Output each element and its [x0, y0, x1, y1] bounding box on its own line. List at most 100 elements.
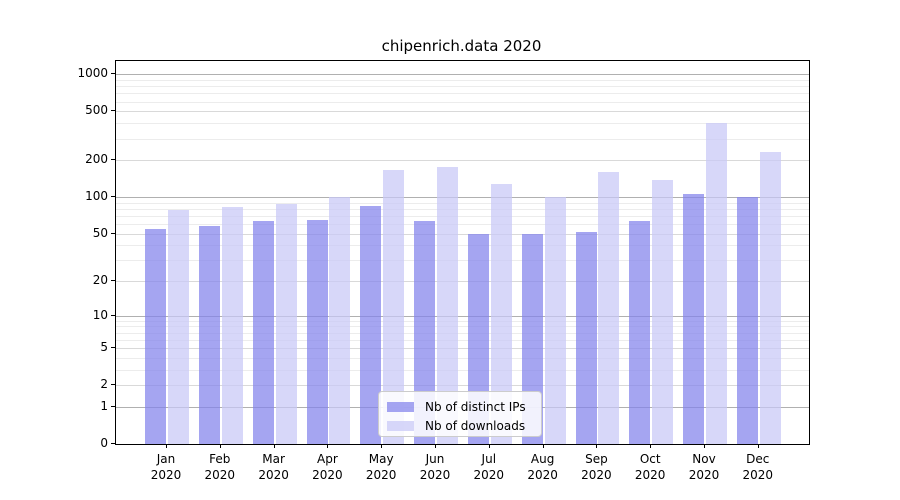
legend-label-distinct-ips: Nb of distinct IPs [425, 399, 526, 414]
gridline-900 [116, 79, 809, 81]
bar-distinct-ips-feb [198, 225, 220, 444]
y-tick-label-0: 0 [100, 436, 108, 450]
chart-title: chipenrich.data 2020 [381, 37, 542, 55]
y-tick-mark-2 [111, 384, 115, 386]
gridline-60 [116, 224, 809, 225]
y-tick-label-20: 20 [92, 273, 108, 288]
x-tick-label-nov: Nov 2020 [688, 452, 720, 482]
bar-downloads-dec [759, 152, 781, 444]
gridline-10 [116, 315, 809, 317]
x-tick-label-may: May 2020 [365, 452, 397, 482]
x-tick-mark-oct [650, 444, 652, 448]
bar-distinct-ips-jan [145, 228, 167, 444]
gridline-8 [116, 326, 809, 328]
x-tick-mark-jan [166, 444, 167, 448]
bar-downloads-apr [329, 197, 351, 444]
y-tick-mark-50 [111, 232, 115, 234]
gridline-7 [116, 332, 809, 334]
legend-swatch-downloads [387, 420, 414, 431]
y-tick-mark-5 [111, 347, 115, 349]
bar-downloads-oct [652, 179, 674, 444]
x-tick-mark-jul [488, 444, 490, 448]
bar-distinct-ips-apr [306, 219, 328, 444]
gridline-100 [116, 197, 809, 198]
bar-downloads-jan [167, 210, 189, 444]
bar-downloads-aug [544, 197, 566, 444]
x-tick-mark-mar [273, 444, 275, 448]
bar-downloads-mar [275, 204, 297, 444]
gridline-300 [116, 138, 809, 140]
y-tick-label-5: 5 [100, 340, 108, 355]
y-tick-label-100: 100 [85, 189, 108, 203]
x-tick-mark-sep [596, 444, 598, 448]
x-tick-label-sep: Sep 2020 [581, 452, 612, 482]
y-tick-mark-0 [111, 443, 115, 444]
y-tick-mark-200 [111, 159, 115, 161]
gridline-1000 [116, 74, 809, 76]
y-tick-label-1000: 1000 [77, 66, 108, 81]
legend-row-distinct-ips: Nb of distinct IPs [387, 397, 533, 416]
bar-distinct-ips-may [360, 205, 382, 444]
y-tick-label-50: 50 [92, 225, 108, 240]
x-tick-mark-may [381, 444, 383, 448]
bar-distinct-ips-mar [252, 221, 274, 444]
gridline-800 [116, 86, 809, 88]
plot-area [115, 60, 810, 445]
legend-label-downloads: Nb of downloads [425, 418, 526, 433]
y-tick-mark-20 [111, 280, 115, 282]
y-tick-label-200: 200 [85, 152, 108, 167]
gridline-5 [116, 348, 809, 350]
bar-downloads-jun [436, 167, 458, 444]
x-tick-label-jul: Jul 2020 [473, 452, 505, 482]
y-tick-label-500: 500 [85, 103, 108, 118]
bar-distinct-ips-dec [736, 197, 758, 444]
bar-downloads-jul [490, 184, 512, 444]
gridline-70 [116, 215, 809, 217]
x-tick-mark-feb [219, 444, 221, 448]
gridline-80 [116, 208, 809, 210]
x-tick-label-jun: Jun 2020 [419, 452, 451, 482]
bar-distinct-ips-oct [629, 220, 651, 444]
gridline-700 [116, 93, 809, 95]
gridline-20 [116, 281, 809, 283]
x-tick-mark-dec [757, 444, 759, 448]
legend-row-downloads: Nb of downloads [387, 416, 533, 435]
x-tick-label-aug: Aug 2020 [527, 452, 558, 482]
gridline-40 [116, 245, 809, 247]
x-tick-label-feb: Feb 2020 [204, 452, 236, 482]
bar-downloads-sep [598, 172, 620, 444]
x-tick-mark-apr [327, 444, 329, 448]
y-tick-mark-10 [111, 314, 115, 316]
x-tick-label-jan: Jan 2020 [150, 452, 182, 482]
x-tick-label-dec: Dec 2020 [742, 452, 774, 482]
bar-downloads-nov [705, 123, 727, 444]
bar-distinct-ips-nov [683, 193, 705, 444]
y-tick-mark-1000 [111, 73, 115, 75]
x-tick-label-oct: Oct 2020 [634, 452, 666, 482]
bar-downloads-may [383, 170, 405, 444]
legend-swatch-distinct-ips [387, 401, 414, 412]
x-tick-mark-jun [435, 444, 436, 448]
y-tick-label-2: 2 [100, 377, 108, 392]
y-tick-label-1: 1 [100, 398, 108, 413]
bar-distinct-ips-sep [575, 231, 597, 444]
gridline-600 [116, 101, 809, 103]
gridline-6 [116, 339, 809, 341]
bar-distinct-ips-jun [414, 220, 436, 444]
x-tick-mark-aug [542, 444, 544, 448]
x-tick-label-mar: Mar 2020 [258, 452, 289, 482]
legend: Nb of distinct IPs Nb of downloads [378, 391, 542, 437]
gridline-2 [116, 385, 809, 387]
gridline-9 [116, 320, 809, 322]
gridline-400 [116, 123, 809, 125]
gridline-90 [116, 202, 809, 204]
x-tick-mark-nov [704, 444, 705, 448]
gridline-500 [116, 111, 809, 113]
gridline-200 [116, 160, 809, 162]
y-tick-mark-100 [111, 196, 115, 197]
gridline-50 [116, 233, 809, 235]
gridline-4 [116, 357, 809, 359]
y-tick-mark-500 [111, 110, 115, 112]
x-tick-label-apr: Apr 2020 [312, 452, 343, 482]
